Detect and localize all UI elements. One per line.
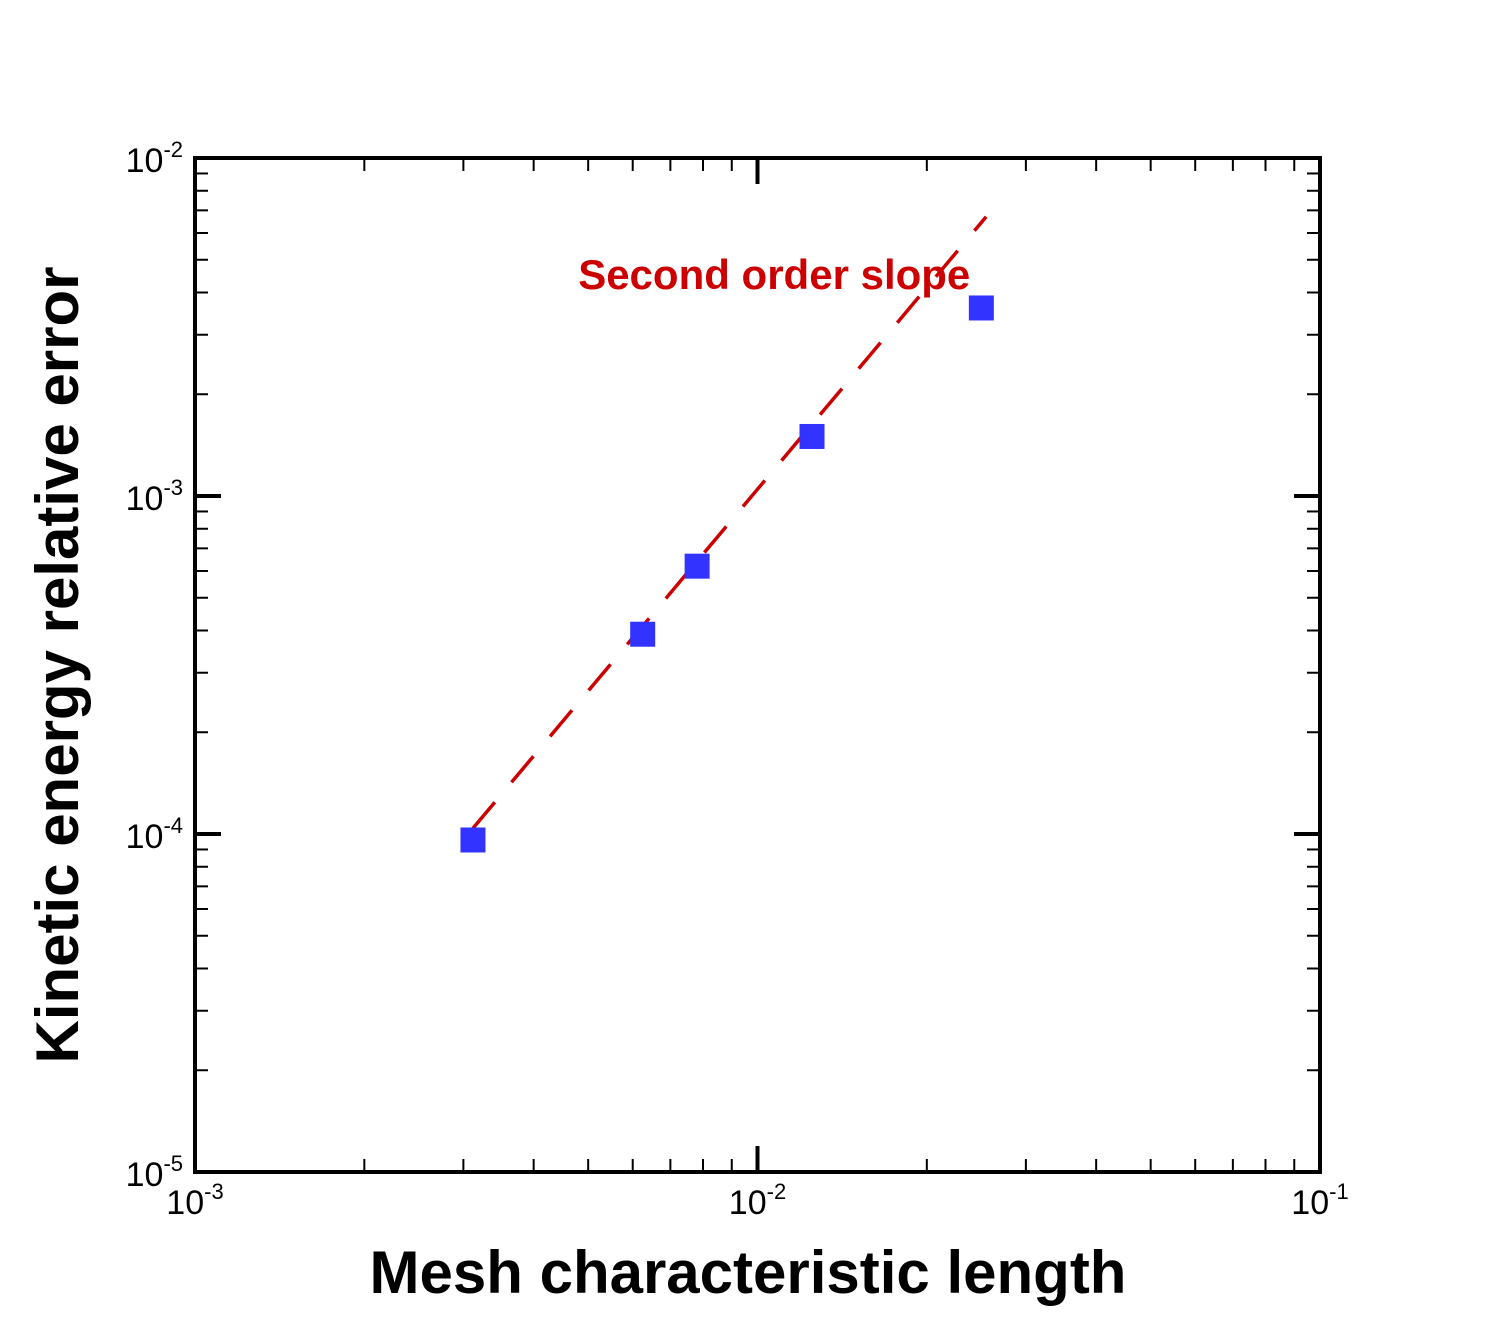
x-tick-label: 10-1 bbox=[1291, 1179, 1348, 1222]
annotation-label: Second order slope bbox=[578, 251, 970, 298]
data-point bbox=[799, 423, 825, 449]
data-point bbox=[684, 553, 710, 579]
data-points bbox=[460, 295, 994, 853]
x-axis-title: Mesh characteristic length bbox=[370, 1239, 1127, 1306]
reference-line-group bbox=[471, 215, 988, 830]
x-tick-label: 10-2 bbox=[729, 1179, 786, 1222]
y-tick-label: 10-2 bbox=[126, 137, 183, 180]
data-point bbox=[968, 295, 994, 321]
data-point bbox=[460, 827, 486, 853]
tick-labels: 10-3 10-2 10-1 10-5 10-4 10-3 10-2 bbox=[126, 137, 1349, 1222]
second-order-reference-line bbox=[471, 215, 988, 830]
plot-area bbox=[193, 156, 1322, 1174]
y-tick-label: 10-5 bbox=[126, 1151, 183, 1194]
x-tick-label: 10-3 bbox=[166, 1179, 223, 1222]
y-tick-label: 10-3 bbox=[126, 475, 183, 518]
axis-ticks bbox=[195, 158, 1320, 1172]
data-point bbox=[630, 621, 656, 647]
y-axis-title: Kinetic energy relative error bbox=[24, 266, 91, 1063]
y-tick-label: 10-4 bbox=[126, 813, 183, 856]
